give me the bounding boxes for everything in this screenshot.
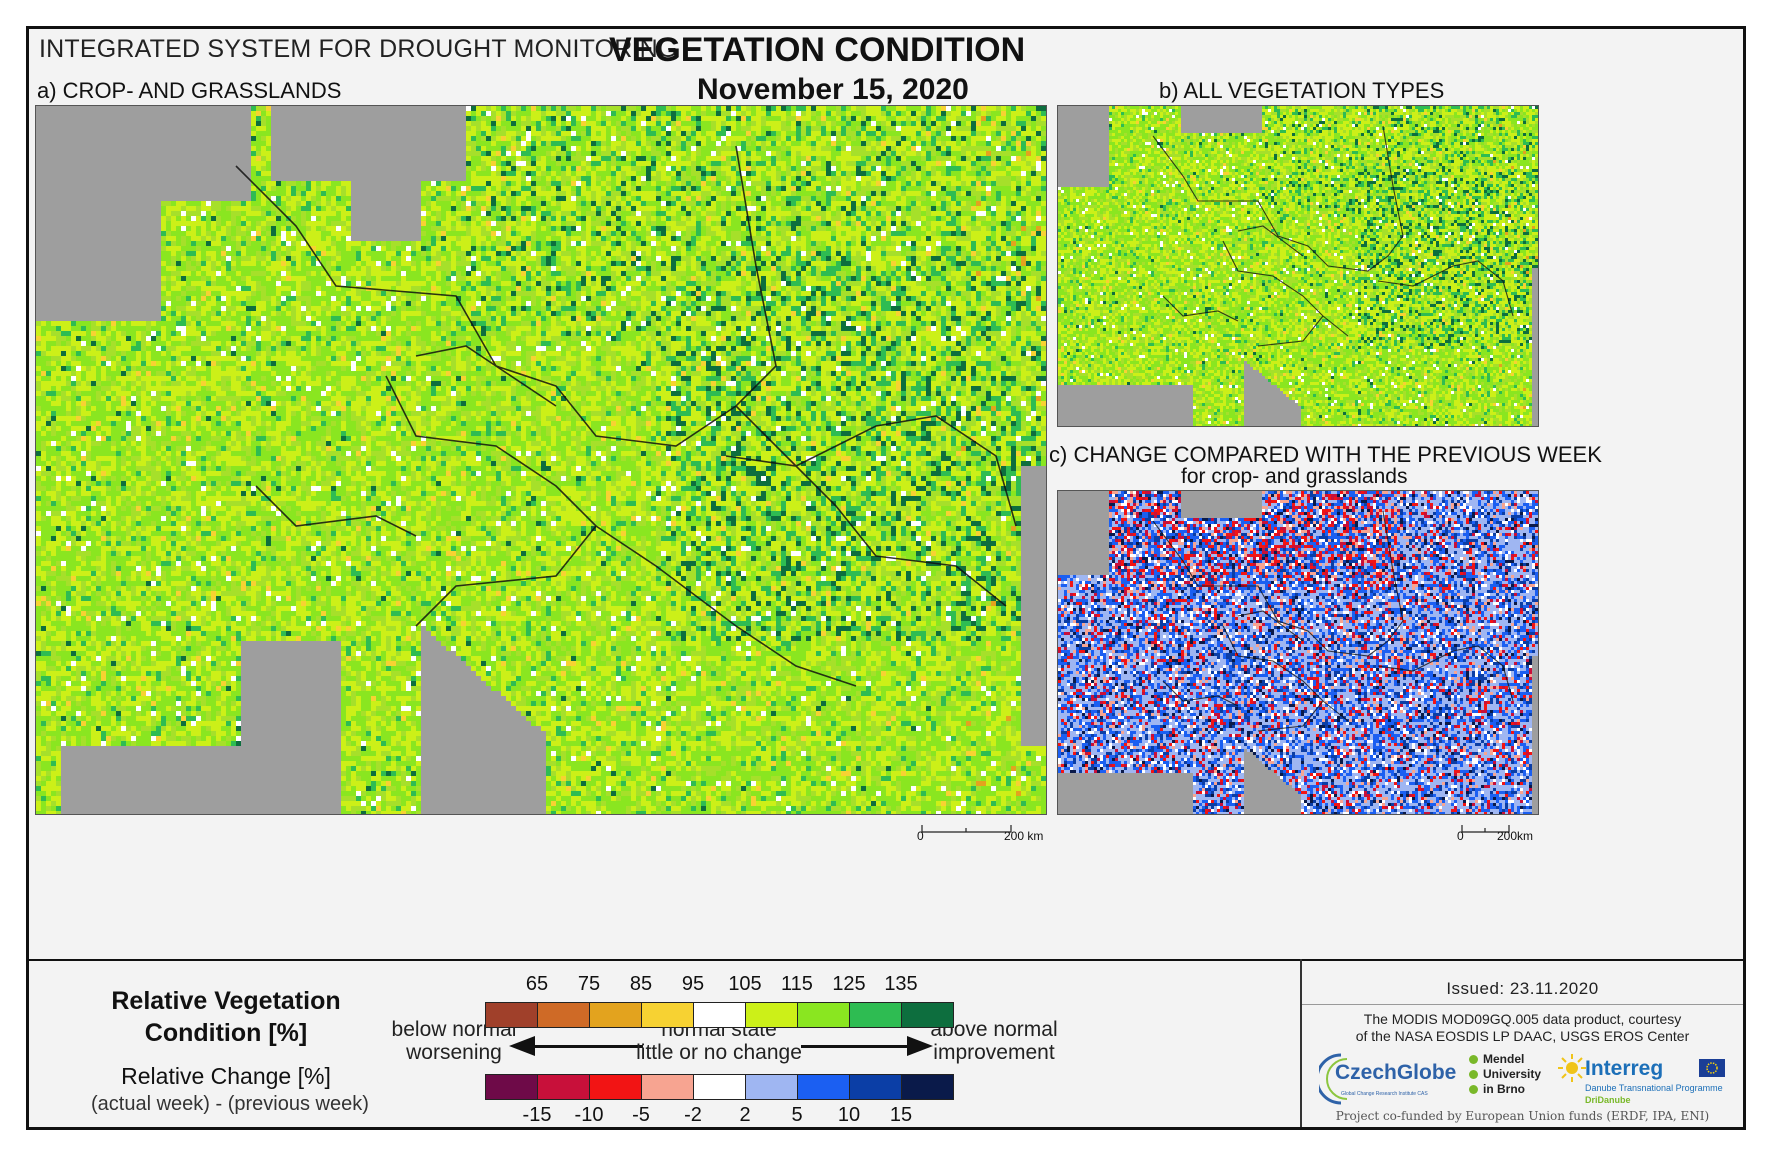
dridanube-text: DriDanube [1585, 1095, 1631, 1105]
rc-swatch [901, 1074, 954, 1100]
rc-swatch [797, 1074, 850, 1100]
rvc-swatch [589, 1002, 642, 1028]
mendel-dot-2 [1469, 1070, 1478, 1079]
rvc-swatch [693, 1002, 746, 1028]
interreg-logo: Interreg Danube Transnational Programme … [1557, 1051, 1737, 1111]
rc-tick-label: -5 [611, 1104, 671, 1127]
rvc-swatch [485, 1002, 538, 1028]
mendel-dot-1 [1469, 1055, 1478, 1064]
rc-swatch [745, 1074, 798, 1100]
map-b-raster [1058, 106, 1539, 427]
worsening-label: worsening [389, 1041, 519, 1065]
rvc-tick-label: 75 [559, 973, 619, 996]
rvc-swatch [901, 1002, 954, 1028]
mendel-text-2: University [1483, 1067, 1541, 1081]
scalebar-a [921, 821, 1011, 829]
rvc-tick-label: 85 [611, 973, 671, 996]
rc-swatch [485, 1074, 538, 1100]
mendel-logo: Mendel University in Brno [1469, 1052, 1559, 1112]
rvc-swatch [745, 1002, 798, 1028]
czechglobe-logo: CzechGlobe Global Change Research Instit… [1319, 1049, 1469, 1105]
map-weekly-change [1057, 490, 1539, 815]
rc-swatch [641, 1074, 694, 1100]
eu-flag-icon [1699, 1059, 1725, 1077]
czechglobe-text: CzechGlobe [1335, 1061, 1456, 1085]
interreg-subtext: Danube Transnational Programme [1585, 1083, 1723, 1093]
data-credit-1: The MODIS MOD09GQ.005 data product, cour… [1302, 1011, 1743, 1027]
mendel-text-3: in Brno [1483, 1082, 1525, 1096]
rvc-swatch [849, 1002, 902, 1028]
map-all-vegetation [1057, 105, 1539, 427]
rvc-swatch [797, 1002, 850, 1028]
rvc-tick-label: 65 [507, 973, 567, 996]
rc-title: Relative Change [%] [101, 1063, 351, 1090]
rvc-tick-label: 125 [819, 973, 879, 996]
rc-tick-label: -2 [663, 1104, 723, 1127]
interreg-sun-icon [1557, 1053, 1587, 1083]
rc-subtitle: (actual week) - (previous week) [91, 1093, 361, 1116]
rc-tick-label: 15 [871, 1104, 931, 1127]
scalebar-c-end: 200km [1497, 829, 1533, 843]
system-title: INTEGRATED SYSTEM FOR DROUGHT MONITORING [39, 35, 678, 64]
interreg-text: Interreg [1585, 1057, 1663, 1081]
mendel-dot-3 [1469, 1085, 1478, 1094]
little-change-label: little or no change [619, 1041, 819, 1065]
panel-c-sublabel: for crop- and grasslands [1181, 465, 1407, 489]
panel-b-label: b) ALL VEGETATION TYPES [1159, 78, 1444, 104]
mendel-text-1: Mendel [1483, 1052, 1524, 1066]
scalebar-a-end: 200 km [1004, 829, 1043, 843]
rvc-swatch [641, 1002, 694, 1028]
credits-divider [1302, 1004, 1743, 1005]
rc-swatch [589, 1074, 642, 1100]
funding-note: Project co-funded by European Union fund… [1302, 1109, 1743, 1123]
rc-swatch [693, 1074, 746, 1100]
panel-a-label: a) CROP- AND GRASSLANDS [37, 78, 341, 104]
rc-tick-label: -15 [507, 1104, 567, 1127]
date-label: November 15, 2020 [697, 73, 969, 107]
main-title: VEGETATION CONDITION [609, 31, 1025, 70]
scalebar-c-zero: 0 [1457, 829, 1464, 843]
map-a-raster [36, 106, 1047, 815]
rc-tick-label: 10 [819, 1104, 879, 1127]
rvc-swatch [537, 1002, 590, 1028]
rvc-title-2: Condition [%] [111, 1019, 341, 1048]
map-c-raster [1058, 491, 1539, 815]
rc-swatch [537, 1074, 590, 1100]
rvc-tick-label: 95 [663, 973, 723, 996]
rvc-tick-label: 105 [715, 973, 775, 996]
rc-tick-label: 2 [715, 1104, 775, 1127]
improvement-label: improvement [929, 1041, 1059, 1065]
scalebar-a-zero: 0 [917, 829, 924, 843]
rc-tick-label: -10 [559, 1104, 619, 1127]
rvc-tick-label: 115 [767, 973, 827, 996]
figure-frame: INTEGRATED SYSTEM FOR DROUGHT MONITORING… [26, 26, 1746, 1130]
rvc-tick-label: 135 [871, 973, 931, 996]
data-credit-2: of the NASA EOSDIS LP DAAC, USGS EROS Ce… [1302, 1028, 1743, 1044]
rvc-title-1: Relative Vegetation [111, 987, 341, 1016]
czechglobe-subtext: Global Change Research Institute CAS [1341, 1091, 1428, 1097]
map-crop-grasslands [35, 105, 1047, 815]
scalebar-c [1461, 821, 1511, 829]
rc-tick-label: 5 [767, 1104, 827, 1127]
issued-date: Issued: 23.11.2020 [1302, 979, 1743, 999]
rc-swatch [849, 1074, 902, 1100]
